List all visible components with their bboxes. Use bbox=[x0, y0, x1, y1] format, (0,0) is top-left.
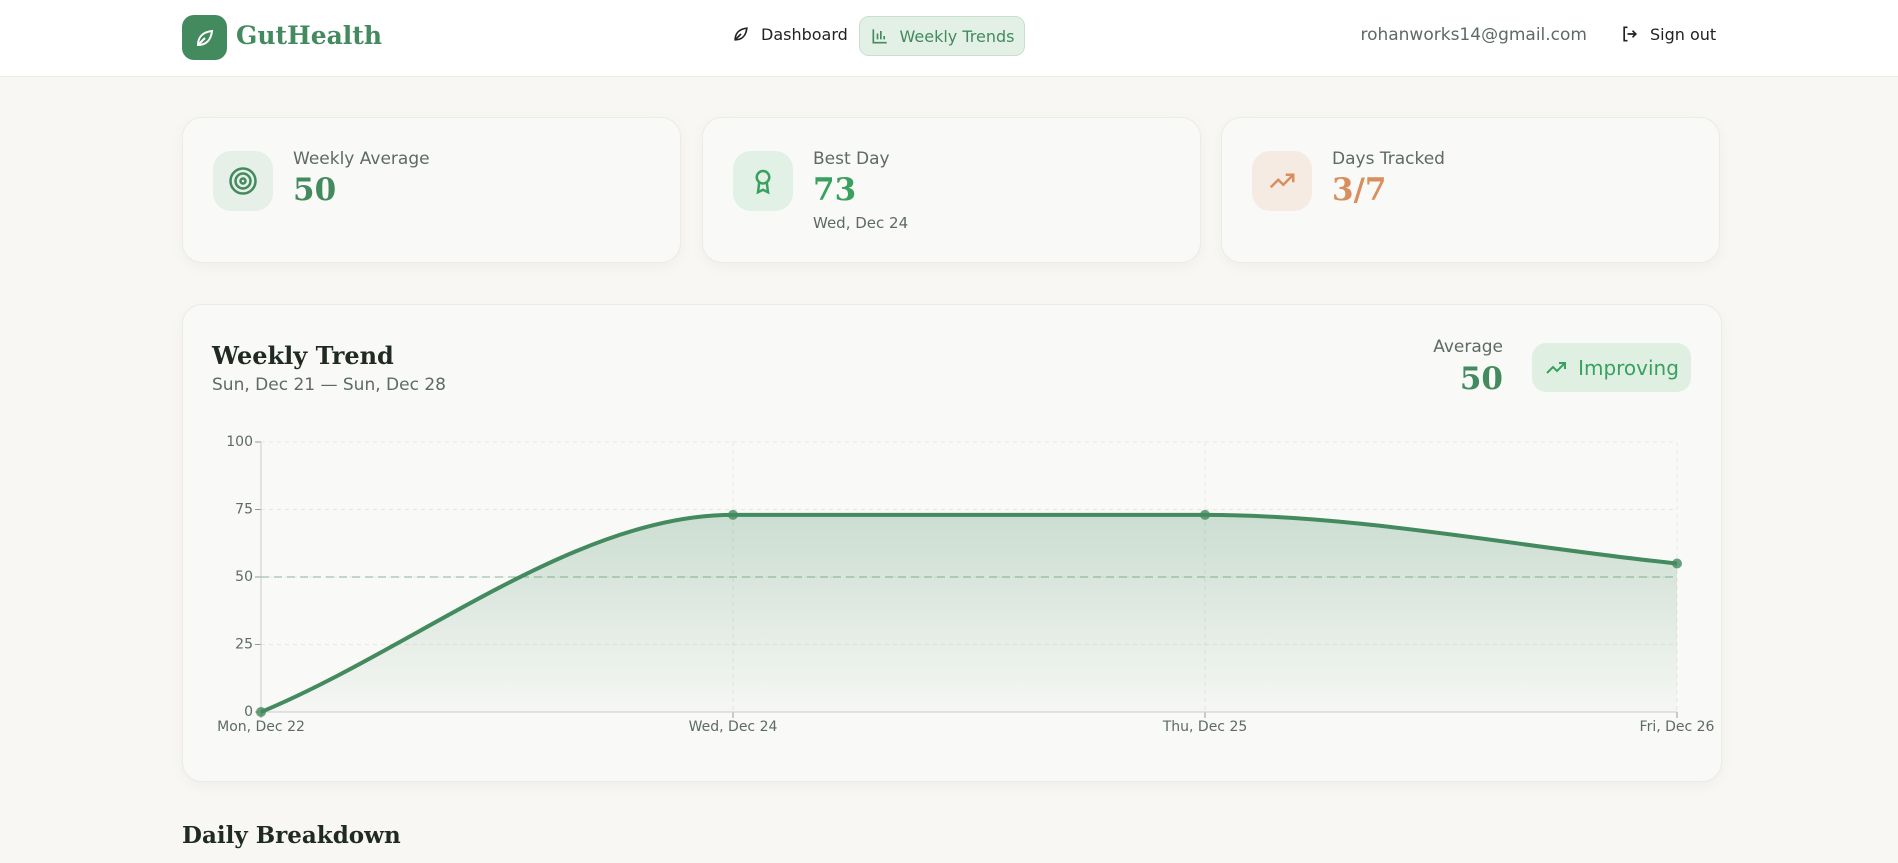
status-badge: Improving bbox=[1532, 343, 1691, 392]
y-tick-label: 75 bbox=[235, 502, 253, 518]
stat-value: 50 bbox=[293, 172, 337, 208]
y-tick-label: 50 bbox=[235, 569, 253, 585]
area bbox=[261, 514, 1677, 712]
average-value: 50 bbox=[1459, 361, 1503, 397]
point bbox=[256, 707, 266, 717]
stat-card: Weekly Average 50 bbox=[182, 117, 681, 263]
x-tick-label: Mon, Dec 22 bbox=[217, 719, 305, 735]
x-tick-label: Thu, Dec 25 bbox=[1162, 719, 1248, 735]
x-tick-label: Wed, Dec 24 bbox=[689, 719, 778, 735]
stat-card: Days Tracked 3/7 bbox=[1221, 117, 1720, 263]
nav-link-text[interactable]: Dashboard bbox=[761, 24, 848, 44]
stat-icon bbox=[213, 151, 273, 211]
sign-out[interactable]: Sign out bbox=[1620, 24, 1716, 44]
trend-title: Weekly Trend bbox=[212, 341, 394, 370]
average-label: Average bbox=[1433, 337, 1503, 357]
sign-out-text[interactable]: Sign out bbox=[1650, 24, 1717, 44]
y-tick-label: 100 bbox=[226, 434, 253, 450]
brand-name[interactable]: GutHealth bbox=[236, 21, 383, 50]
stat-value: 73 bbox=[813, 172, 857, 208]
stat-label: Weekly Average bbox=[293, 149, 430, 169]
status-text: Improving bbox=[1578, 355, 1679, 380]
point bbox=[1200, 509, 1210, 520]
nav-link[interactable]: Dashboard bbox=[731, 24, 848, 44]
section-title: Daily Breakdown bbox=[182, 822, 401, 849]
user-email: rohanworks14@gmail.com bbox=[1360, 25, 1587, 45]
navbar: GutHealth Dashboard Weekly Trends rohanw… bbox=[0, 0, 1898, 77]
point bbox=[728, 509, 738, 520]
line bbox=[260, 512, 1678, 714]
y-tick-label: 25 bbox=[235, 637, 253, 653]
stat-value: 3/7 bbox=[1332, 172, 1387, 208]
stat-label: Best Day bbox=[813, 149, 890, 169]
stat-icon bbox=[733, 151, 793, 211]
stat-card: Best Day 73 Wed, Dec 24 bbox=[702, 117, 1201, 263]
brand-logo[interactable] bbox=[182, 15, 227, 60]
nav-link-text[interactable]: Weekly Trends bbox=[899, 26, 1015, 46]
trend-range: Sun, Dec 21 — Sun, Dec 28 bbox=[212, 375, 446, 395]
point bbox=[1672, 558, 1682, 569]
stat-icon bbox=[1252, 151, 1312, 211]
nav-link-active[interactable]: Weekly Trends bbox=[859, 16, 1025, 56]
stat-label: Days Tracked bbox=[1332, 149, 1445, 169]
x-tick-label: Fri, Dec 26 bbox=[1640, 719, 1715, 735]
stat-sub: Wed, Dec 24 bbox=[813, 214, 909, 232]
y-tick-label: 0 bbox=[244, 704, 253, 720]
